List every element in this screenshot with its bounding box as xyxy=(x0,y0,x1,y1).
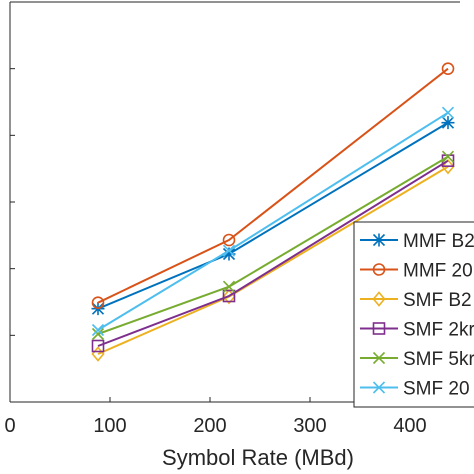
x-tick-labels: 0 100 200 300 400 xyxy=(4,415,426,437)
data-point xyxy=(441,116,455,130)
data-point xyxy=(91,327,105,341)
data-point xyxy=(222,289,236,303)
legend-entry: SMF 20 xyxy=(360,379,470,400)
x-tick-label: 0 xyxy=(4,415,15,437)
data-point xyxy=(91,323,105,337)
legend-marker xyxy=(372,351,386,365)
data-point xyxy=(441,62,455,75)
legend-marker xyxy=(372,291,386,307)
data-point xyxy=(441,106,455,119)
legend-label: SMF B2 xyxy=(403,290,472,311)
data-point xyxy=(222,233,236,247)
data-point xyxy=(441,150,455,163)
data-point xyxy=(91,339,105,353)
legend-marker xyxy=(372,322,386,335)
data-point xyxy=(222,280,236,293)
legend-marker xyxy=(372,233,386,247)
data-point xyxy=(441,158,455,175)
series-line xyxy=(97,159,449,347)
series-2 xyxy=(91,62,455,309)
x-tick-label: 100 xyxy=(93,415,126,437)
series-line xyxy=(97,67,449,304)
data-point xyxy=(222,247,236,261)
legend-marker xyxy=(372,381,386,394)
legend-label: SMF 5kr xyxy=(403,349,474,370)
legend-entry: SMF B2 xyxy=(360,290,472,311)
legend-entry: SMF 2kr xyxy=(360,320,474,341)
x-tick-label: 400 xyxy=(393,415,426,437)
legend-box xyxy=(353,221,474,408)
x-tick-label: 300 xyxy=(293,415,326,437)
data-point xyxy=(222,244,236,257)
legend-entry: MMF B2 xyxy=(360,231,474,252)
data-point xyxy=(91,296,105,309)
series-5 xyxy=(91,150,455,341)
legend-label: MMF B2 xyxy=(403,231,474,252)
x-tick-label: 200 xyxy=(193,415,226,437)
legend-entry: SMF 5kr xyxy=(360,349,474,370)
legend-label: SMF 2kr xyxy=(403,320,474,341)
legend-entry: MMF 20 xyxy=(360,261,473,282)
series-layer xyxy=(91,62,455,362)
legend-marker xyxy=(372,263,386,276)
legend-label: SMF 20 xyxy=(403,379,470,400)
legend-label: MMF 20 xyxy=(403,261,473,282)
x-axis-label: Symbol Rate (MBd) xyxy=(162,445,354,470)
legend: MMF B2 MMF 20 SMF B2 SMF 2kr SMF 5kr SMF 20 xyxy=(353,221,474,408)
series-6 xyxy=(91,106,455,337)
